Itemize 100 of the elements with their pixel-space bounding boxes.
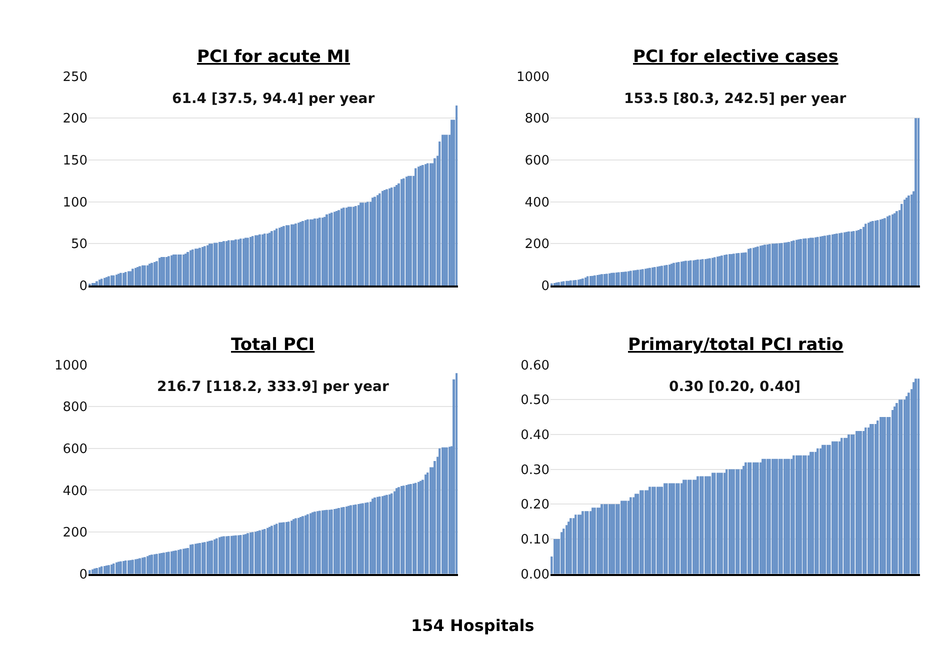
bar bbox=[302, 221, 304, 286]
bar bbox=[394, 186, 396, 286]
bar bbox=[856, 430, 858, 574]
bar bbox=[438, 448, 441, 574]
bar bbox=[640, 490, 642, 574]
bar bbox=[178, 254, 180, 286]
bar bbox=[918, 378, 920, 574]
bar bbox=[304, 220, 307, 286]
bar bbox=[442, 134, 444, 286]
bar bbox=[604, 504, 606, 574]
bar bbox=[630, 270, 632, 286]
bar bbox=[168, 552, 170, 574]
bar bbox=[584, 278, 587, 286]
bar bbox=[630, 497, 632, 574]
bar bbox=[414, 168, 417, 286]
bar bbox=[234, 535, 237, 574]
bar bbox=[914, 118, 918, 286]
bar bbox=[170, 551, 173, 574]
bar bbox=[230, 240, 233, 286]
bar bbox=[288, 225, 290, 286]
bar bbox=[442, 447, 444, 574]
bar bbox=[886, 216, 889, 286]
bar bbox=[792, 455, 795, 574]
bar bbox=[108, 276, 110, 286]
bar bbox=[616, 504, 618, 574]
bar bbox=[776, 458, 778, 574]
bar bbox=[608, 273, 611, 286]
bar bbox=[596, 508, 599, 574]
bar bbox=[250, 236, 252, 286]
bar bbox=[266, 528, 269, 574]
y-tick-label: 400 bbox=[62, 484, 88, 499]
bar bbox=[198, 542, 202, 574]
bar bbox=[192, 544, 194, 574]
bar bbox=[340, 507, 343, 574]
bar bbox=[228, 240, 230, 286]
bar bbox=[790, 458, 793, 574]
bar bbox=[708, 258, 711, 286]
bar bbox=[182, 254, 185, 286]
bar bbox=[876, 420, 879, 574]
bar bbox=[156, 261, 158, 286]
bar bbox=[904, 400, 906, 574]
bar bbox=[146, 556, 149, 574]
bar bbox=[664, 483, 666, 574]
bar bbox=[290, 520, 293, 574]
bar bbox=[266, 234, 269, 286]
bar bbox=[418, 482, 420, 574]
bar bbox=[736, 253, 738, 286]
text: 0.30 [0.20, 0.40] bbox=[669, 379, 800, 395]
y-tick-label: 100 bbox=[62, 195, 88, 210]
bar bbox=[574, 280, 577, 286]
bar bbox=[310, 513, 312, 574]
bar bbox=[376, 496, 379, 574]
bar bbox=[358, 205, 360, 286]
bar bbox=[298, 222, 300, 286]
y-tick-label: 200 bbox=[62, 526, 88, 541]
bar bbox=[896, 211, 898, 286]
bar bbox=[214, 242, 216, 286]
y-tick-label: 0.40 bbox=[520, 428, 550, 443]
bar bbox=[678, 483, 680, 574]
bar bbox=[816, 448, 819, 574]
bar bbox=[424, 164, 427, 286]
bar bbox=[434, 158, 436, 286]
bar bbox=[274, 524, 276, 574]
bar bbox=[792, 240, 795, 286]
bar bbox=[334, 509, 336, 574]
bar bbox=[370, 502, 372, 574]
bar bbox=[778, 458, 781, 574]
bar bbox=[808, 238, 810, 286]
bar bbox=[286, 225, 288, 286]
bar bbox=[190, 250, 192, 286]
bar bbox=[900, 400, 903, 574]
bar bbox=[264, 234, 266, 286]
bar bbox=[648, 486, 652, 574]
bar bbox=[362, 503, 364, 574]
bar bbox=[732, 254, 735, 286]
bar bbox=[584, 511, 587, 574]
bar bbox=[616, 272, 618, 286]
bar bbox=[298, 518, 300, 574]
bar bbox=[202, 542, 204, 574]
bar bbox=[378, 193, 381, 286]
bar bbox=[772, 458, 774, 574]
bar bbox=[166, 552, 168, 574]
bar bbox=[728, 469, 731, 574]
bar bbox=[138, 266, 142, 286]
bar bbox=[712, 472, 714, 574]
y-tick-label: 0 bbox=[79, 279, 88, 294]
bar bbox=[446, 447, 448, 574]
bar bbox=[802, 238, 805, 286]
bar bbox=[692, 480, 695, 574]
bar bbox=[258, 530, 261, 574]
bar bbox=[390, 188, 393, 286]
bar bbox=[636, 494, 640, 574]
bar bbox=[736, 469, 738, 574]
bar bbox=[820, 236, 822, 286]
bar bbox=[838, 233, 841, 286]
bar bbox=[784, 458, 786, 574]
bar bbox=[382, 190, 384, 286]
bar bbox=[848, 231, 850, 286]
bar bbox=[732, 469, 735, 574]
text: 153.5 [80.3, 242.5] per year bbox=[624, 91, 846, 107]
